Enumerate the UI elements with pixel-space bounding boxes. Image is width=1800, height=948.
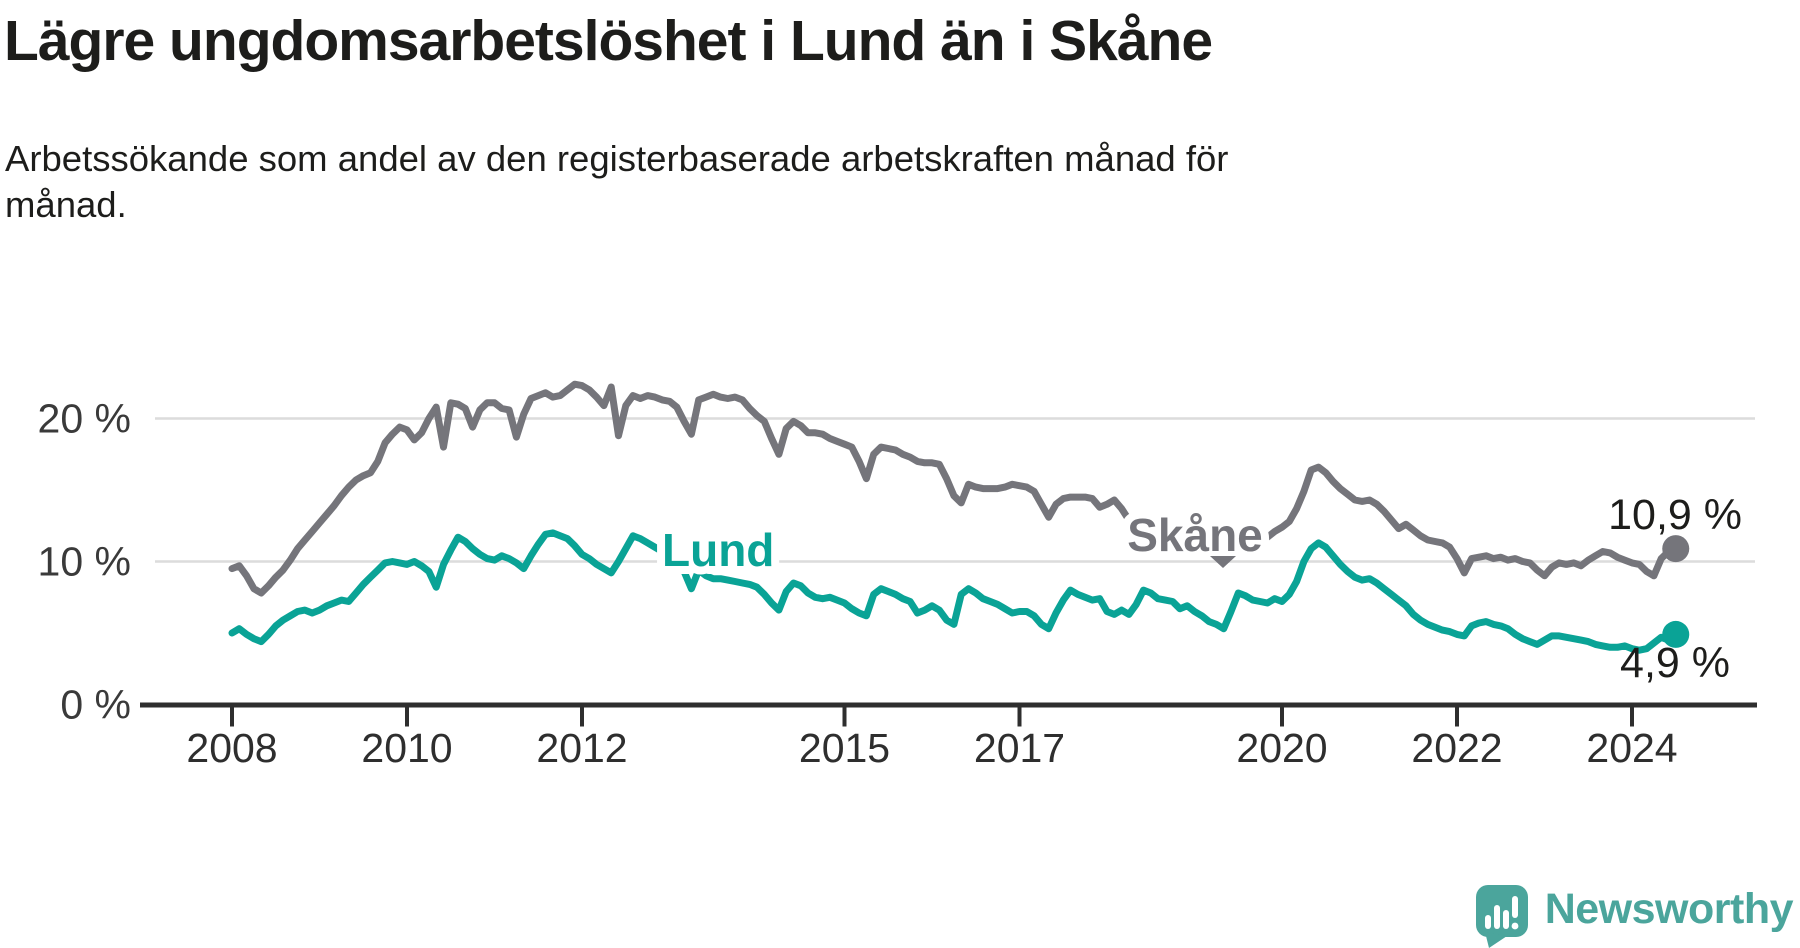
end-value-label-skane: 10,9 %: [1608, 491, 1742, 539]
x-axis-tick-label: 2012: [536, 725, 627, 771]
x-axis-tick-label: 2010: [361, 725, 452, 771]
y-axis-label: 10 %: [38, 539, 131, 585]
series-label-lund: Lund: [662, 524, 774, 576]
x-axis-tick-label: 2008: [186, 725, 277, 771]
series-line-lund: [228, 529, 1680, 654]
newsworthy-logo-text: Newsworthy: [1544, 884, 1794, 933]
series-label-skane-caret-icon: [1210, 556, 1236, 568]
x-axis-tick-label: 2022: [1411, 725, 1502, 771]
x-axis-tick-label: 2020: [1236, 725, 1327, 771]
newsworthy-logo-icon: [1475, 885, 1528, 948]
series-end-dot-lund: [1662, 620, 1690, 648]
y-axis-label: 20 %: [38, 396, 131, 442]
series-end-dot-skne: [1662, 535, 1690, 563]
end-value-label-lund: 4,9 %: [1620, 639, 1730, 687]
y-axis-label: 0 %: [60, 682, 131, 728]
x-axis-tick-label: 2024: [1586, 725, 1677, 771]
x-axis-tick-label: 2017: [974, 725, 1065, 771]
chart-subtitle-line1: Arbetssökande som andel av den registerb…: [5, 138, 1229, 179]
x-axis-tick-label: 2015: [799, 725, 890, 771]
chart-subtitle: Arbetssökande som andel av den registerb…: [5, 136, 1485, 229]
chart-subtitle-line2: månad.: [5, 184, 127, 226]
chart-title: Lägre ungdomsarbetslöshet i Lund än i Sk…: [4, 9, 1213, 73]
series-label-skane: Skåne: [1127, 509, 1263, 561]
newsworthy-logo: Newsworthy: [1475, 884, 1794, 948]
series-line-skne: [228, 380, 1680, 597]
